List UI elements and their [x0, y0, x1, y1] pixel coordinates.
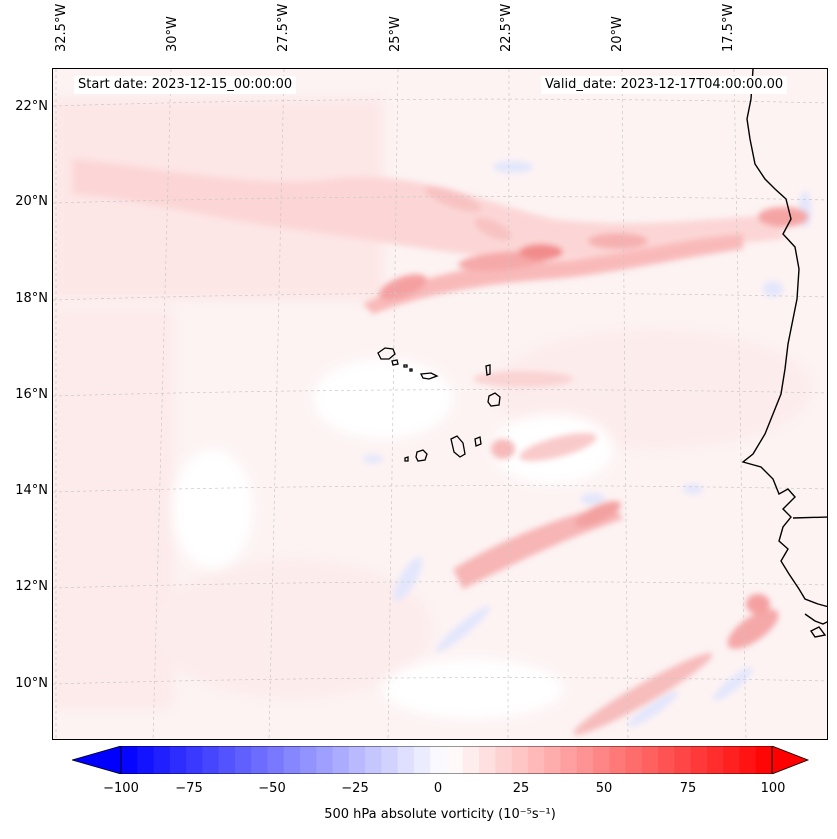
colorbar-cell [544, 746, 561, 774]
colorbar-tick: −75 [175, 781, 203, 796]
lat-label-16n: 16°N [15, 387, 48, 402]
lat-label-14n: 14°N [15, 483, 48, 498]
lon-label-27-5w: 27.5°W [276, 3, 291, 52]
valid-date-label: Valid_date: 2023-12-17T04:00:00.00 [541, 76, 788, 94]
lon-label-30w: 30°W [165, 16, 180, 52]
colorbar-cell [430, 746, 447, 774]
colorbar-label: 500 hPa absolute vorticity (10⁻⁵s⁻¹) [324, 807, 556, 822]
colorbar-outline [120, 746, 773, 774]
colorbar-tick: 0 [433, 781, 443, 796]
lon-label-20w: 20°W [610, 16, 625, 52]
colorbar-cell [739, 746, 757, 774]
colorbar-cell [332, 746, 350, 774]
start-date-label: Start date: 2023-12-15_00:00:00 [74, 76, 297, 94]
colorbar-tick: −100 [103, 781, 139, 796]
graticule [53, 69, 827, 739]
colorbar-cell [169, 746, 187, 774]
colorbar-cell [527, 746, 545, 774]
colorbar-cell [202, 746, 220, 774]
colorbar-cell [121, 746, 138, 774]
colorbar-cell [446, 746, 464, 774]
colorbar-cell [560, 746, 578, 774]
colorbar-cell [462, 746, 480, 774]
positive-vorticity-band-north [73, 159, 808, 314]
colorbar-cell [625, 746, 643, 774]
neutral-patches [173, 359, 613, 719]
colorbar-cell [576, 746, 594, 774]
colorbar-cell [348, 746, 366, 774]
positive-vorticity-band-south [453, 371, 779, 735]
lat-label-22n: 22°N [15, 99, 48, 114]
colorbar-cell [283, 746, 301, 774]
lon-label-32-5w: 32.5°W [54, 3, 69, 52]
cape-verde-islands [377, 347, 501, 462]
colorbar-cell [413, 746, 431, 774]
lat-label-18n: 18°N [15, 291, 48, 306]
colorbar-cell [674, 746, 692, 774]
colorbar-cell [592, 746, 610, 774]
colorbar-tick: 100 [760, 781, 786, 796]
colorbar-cell [267, 746, 285, 774]
lat-label-10n: 10°N [15, 676, 48, 691]
colorbar-low-extend [72, 746, 122, 774]
colorbar-tick: 25 [512, 781, 530, 796]
vorticity-map [52, 68, 828, 740]
colorbar-cell [153, 746, 171, 774]
colorbar-cell [316, 746, 334, 774]
colorbar [72, 746, 810, 774]
colorbar-cell [755, 746, 773, 774]
colorbar-cell [381, 746, 399, 774]
colorbar-cell [186, 746, 203, 774]
colorbar-cell [234, 746, 252, 774]
colorbar-high-extend [771, 746, 810, 774]
colorbar-cell [479, 746, 496, 774]
colorbar-cell [723, 746, 740, 774]
colorbar-tick: 50 [595, 781, 613, 796]
colorbar-cell [365, 746, 382, 774]
colorbar-cell [690, 746, 708, 774]
colorbar-tick: −25 [341, 781, 369, 796]
colorbar-cell [137, 746, 155, 774]
lon-label-22-5w: 22.5°W [499, 3, 514, 52]
colorbar-tick: −50 [258, 781, 286, 796]
colorbar-cell [609, 746, 627, 774]
colorbar-cell [251, 746, 268, 774]
colorbar-tick: 75 [679, 781, 697, 796]
colorbar-cell [300, 746, 317, 774]
african-coastline [741, 69, 827, 638]
colorbar-cell [511, 746, 529, 774]
lon-label-25w: 25°W [388, 16, 403, 52]
lat-label-12n: 12°N [15, 579, 48, 594]
lon-label-17-5w: 17.5°W [721, 3, 736, 52]
colorbar-cells [121, 746, 773, 774]
lat-label-20n: 20°N [15, 194, 48, 209]
colorbar-cell [706, 746, 724, 774]
map-canvas [53, 69, 827, 739]
colorbar-cell [397, 746, 415, 774]
colorbar-cell [218, 746, 236, 774]
colorbar-cell [658, 746, 675, 774]
colorbar-cell [641, 746, 659, 774]
colorbar-cell [495, 746, 513, 774]
